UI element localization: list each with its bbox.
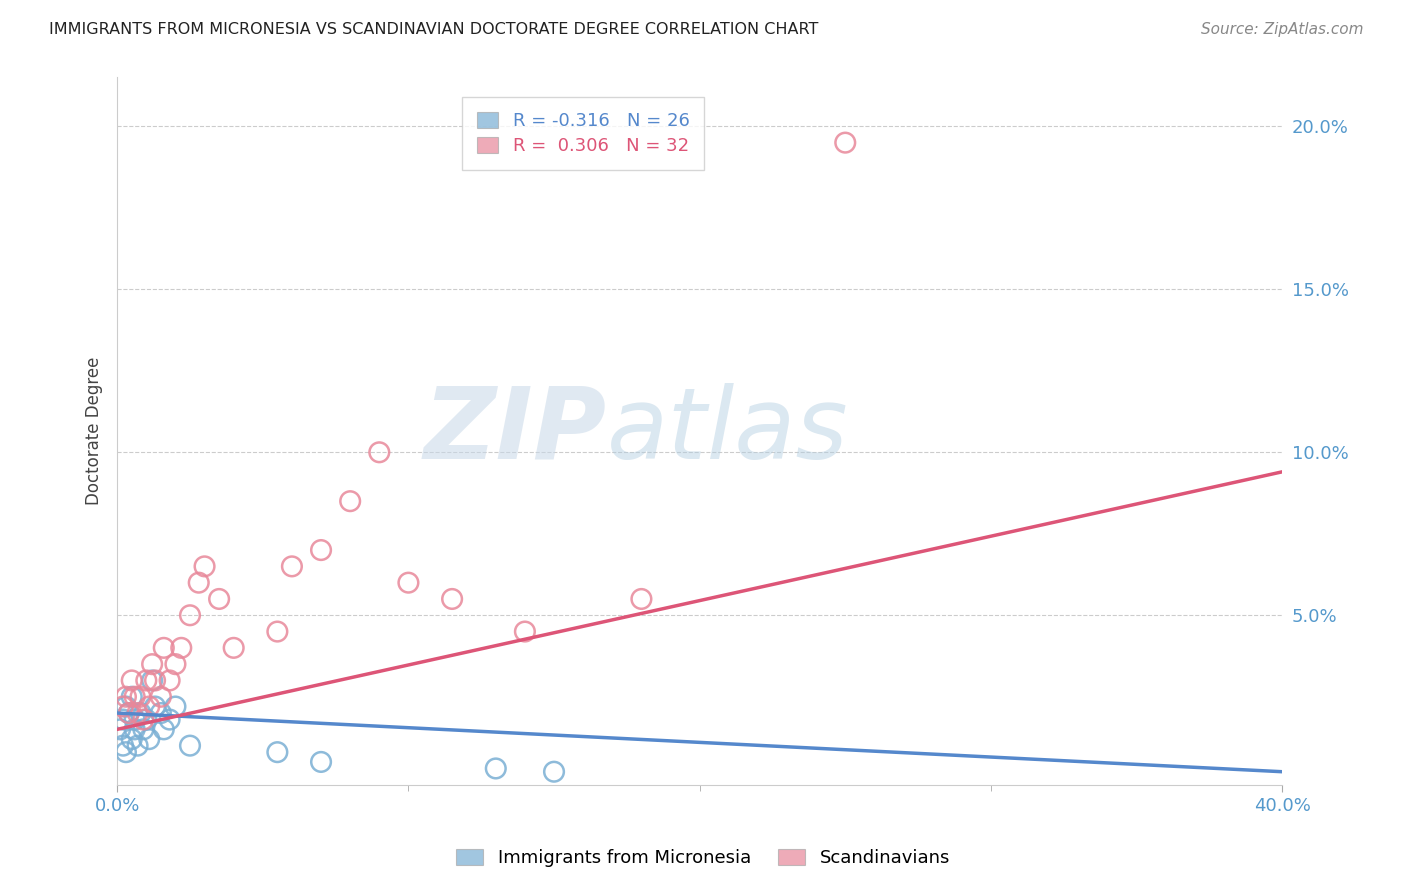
Point xyxy=(152,640,174,655)
Point xyxy=(187,575,209,590)
Text: Source: ZipAtlas.com: Source: ZipAtlas.com xyxy=(1201,22,1364,37)
Point xyxy=(266,624,288,639)
Point xyxy=(208,591,231,606)
Point xyxy=(118,706,141,720)
Point xyxy=(159,713,181,727)
Legend: Immigrants from Micronesia, Scandinavians: Immigrants from Micronesia, Scandinavian… xyxy=(449,841,957,874)
Point xyxy=(141,657,163,672)
Text: atlas: atlas xyxy=(606,383,848,480)
Point xyxy=(152,723,174,737)
Point xyxy=(115,699,138,714)
Point xyxy=(135,673,157,688)
Point xyxy=(111,699,134,714)
Point xyxy=(132,713,155,727)
Point xyxy=(143,699,166,714)
Point xyxy=(309,543,332,558)
Point xyxy=(115,690,138,704)
Point xyxy=(135,713,157,727)
Point xyxy=(124,723,146,737)
Point xyxy=(179,739,201,753)
Point xyxy=(266,745,288,759)
Point xyxy=(339,494,361,508)
Text: ZIP: ZIP xyxy=(423,383,606,480)
Point xyxy=(127,706,149,720)
Point xyxy=(129,690,152,704)
Point xyxy=(121,690,143,704)
Point xyxy=(118,706,141,720)
Point xyxy=(179,608,201,623)
Point xyxy=(121,732,143,747)
Point xyxy=(108,723,131,737)
Point xyxy=(543,764,565,779)
Point xyxy=(111,739,134,753)
Text: IMMIGRANTS FROM MICRONESIA VS SCANDINAVIAN DOCTORATE DEGREE CORRELATION CHART: IMMIGRANTS FROM MICRONESIA VS SCANDINAVI… xyxy=(49,22,818,37)
Point xyxy=(368,445,391,459)
Point xyxy=(111,713,134,727)
Point xyxy=(222,640,245,655)
Point xyxy=(132,723,155,737)
Point xyxy=(193,559,215,574)
Point xyxy=(121,673,143,688)
Point xyxy=(834,136,856,150)
Point xyxy=(485,761,508,775)
Point xyxy=(165,699,187,714)
Point xyxy=(115,745,138,759)
Point xyxy=(138,699,160,714)
Point xyxy=(149,690,172,704)
Point xyxy=(396,575,419,590)
Point xyxy=(281,559,304,574)
Point xyxy=(127,739,149,753)
Point xyxy=(170,640,193,655)
Point xyxy=(149,706,172,720)
Point xyxy=(165,657,187,672)
Point xyxy=(630,591,652,606)
Point xyxy=(441,591,464,606)
Legend: R = -0.316   N = 26, R =  0.306   N = 32: R = -0.316 N = 26, R = 0.306 N = 32 xyxy=(463,97,704,169)
Point xyxy=(129,706,152,720)
Point xyxy=(513,624,536,639)
Point xyxy=(124,690,146,704)
Point xyxy=(309,755,332,769)
Point xyxy=(138,732,160,747)
Point xyxy=(143,673,166,688)
Y-axis label: Doctorate Degree: Doctorate Degree xyxy=(86,357,103,505)
Point xyxy=(124,713,146,727)
Point xyxy=(159,673,181,688)
Point xyxy=(141,673,163,688)
